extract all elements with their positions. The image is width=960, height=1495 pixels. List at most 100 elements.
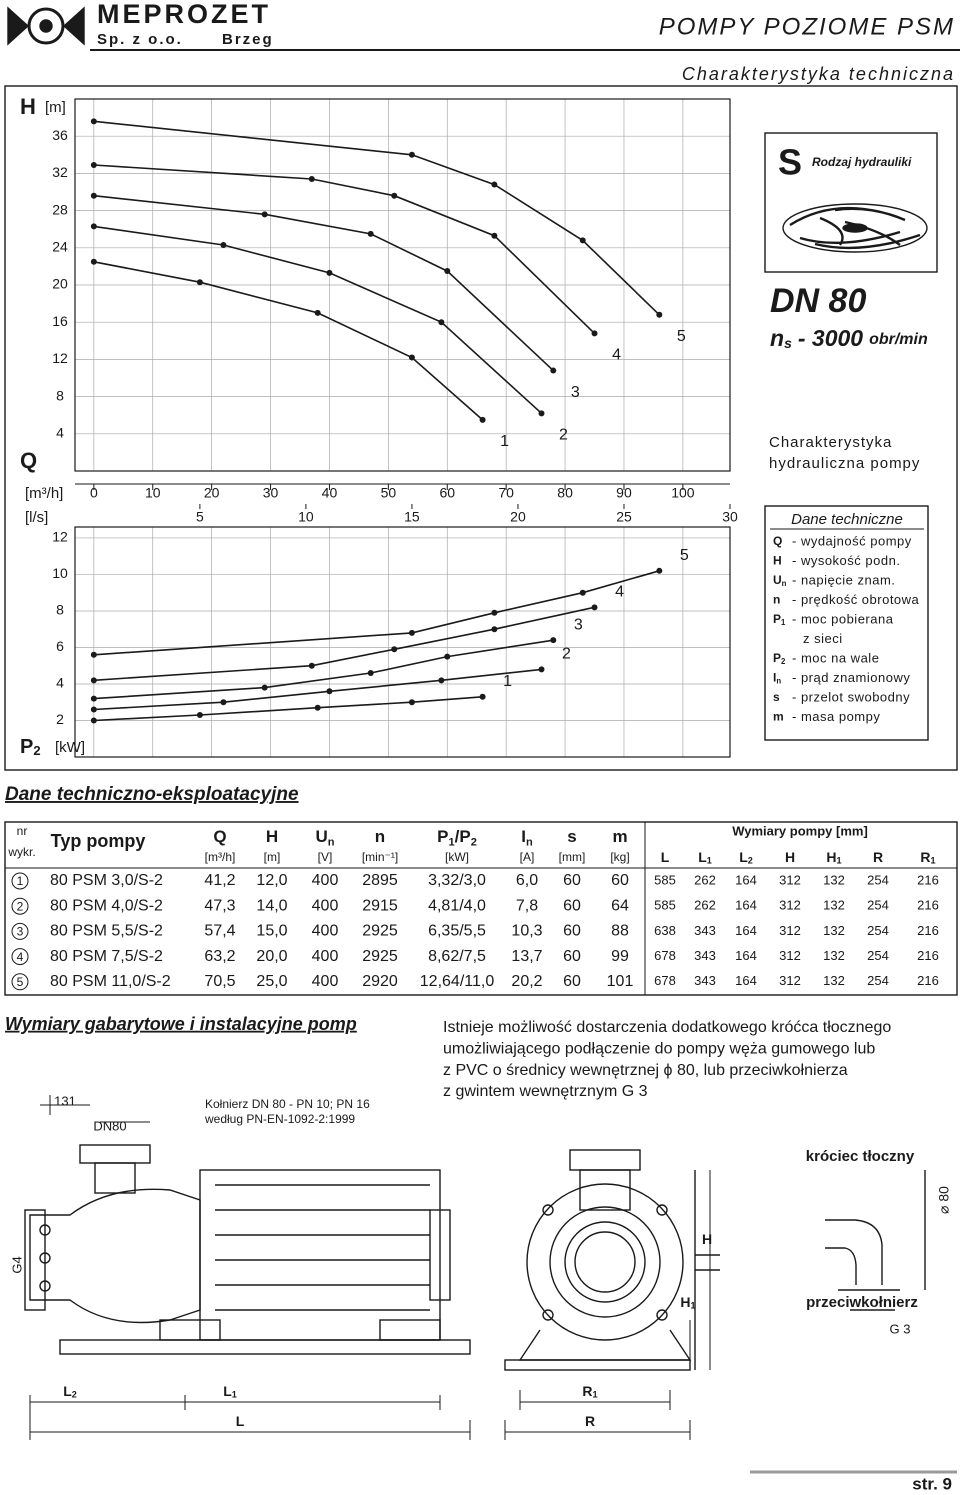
curve-point [408,629,415,636]
symbol: m [612,827,627,846]
symbol-main: R [582,1383,592,1399]
symbol: In [521,827,533,848]
symbol-sub: n [776,677,781,686]
table-cell: 585 [654,898,676,913]
x2-tick-label: 25 [616,509,632,525]
legend-text: - wydajność pompy [792,533,912,548]
series-label: 5 [680,547,689,564]
plot-frame [74,526,731,758]
symbol-main: s [567,827,576,846]
x-axis-unit: [m³/h] [25,485,63,502]
curve-point [491,232,498,239]
table-cell: 2895 [362,872,398,889]
table-cell: 8,62/7,5 [428,948,486,965]
table-cell: 254 [867,948,889,963]
company-line: Sp. z o.o. [97,31,183,48]
table-cell: 60 [563,973,581,990]
symbol-main: /P [455,827,471,846]
curve-point [90,118,97,125]
table-cell: 400 [312,897,339,914]
row-number: 1 [17,874,24,888]
symbol-sub: n [328,836,335,848]
x2-tick-label: 20 [510,509,526,525]
page-subtitle: Charakterystyka techniczna [682,64,955,84]
hydraulics-box [764,132,938,273]
legend-text: - przelot swobodny [792,689,910,704]
x-tick-label: 80 [557,485,573,501]
row-marker [11,897,29,915]
y-axis-label-sub: 2 [33,743,40,758]
table-cell: 216 [917,923,939,938]
x-tick-label: 20 [204,485,220,501]
y-tick-label: 10 [52,565,68,581]
legend-box [764,505,929,741]
table-cell: 41,2 [204,872,235,889]
curve-point [391,646,398,653]
curve-point [408,151,415,158]
table-unit: [kg] [610,850,629,864]
impeller [782,203,928,253]
symbol-sub: 2 [748,856,753,866]
table-unit: [m] [264,850,281,864]
pump-type: 80 PSM 3,0/S-2 [50,872,163,889]
speed: ns - 3000 obr/min [770,325,928,351]
table-cell: 25,0 [256,973,287,990]
symbol-sub: 1 [931,856,936,866]
curve-point [90,223,97,230]
table-cell: 262 [694,872,716,887]
table-cell: 14,0 [256,897,287,914]
symbol-main: L [661,849,670,865]
page-title: POMPY POZIOME PSM [659,13,955,40]
y-axis-unit: [m] [45,99,66,116]
table-cell: 400 [312,973,339,990]
symbol-main: L [63,1383,72,1399]
table-cell: 20,2 [511,973,542,990]
symbol: n [375,827,385,846]
y-tick-label: 8 [56,387,64,403]
symbol-main: P [437,827,448,846]
curve [93,164,596,334]
symbol: Un [315,827,334,848]
series-label: 4 [612,347,621,364]
symbol: L [661,849,670,865]
symbol-main: P [773,612,781,626]
x-tick-label: 60 [439,485,455,501]
curve-point [591,604,598,611]
table-cell: 2925 [362,923,398,940]
x-tick-label: 50 [381,485,397,501]
flange-note: Kołnierz DN 80 - PN 10; PN 16 [205,1097,370,1111]
row-number: 5 [17,975,24,989]
series-label: 2 [562,646,571,663]
symbol-main: n [375,827,385,846]
curve [93,570,660,656]
table-cell: 164 [735,973,757,988]
curve [93,225,543,414]
hydraulics-symbol: S [778,142,802,183]
table-cell: 343 [694,948,716,963]
table-cell: 12,0 [256,872,287,889]
curve [93,639,554,700]
legend-text: - prędkość obrotowa [792,592,920,607]
curve-point [261,684,268,691]
city: Brzeg [222,31,274,48]
symbol-main: Q [773,534,782,548]
table-cell: 638 [654,923,676,938]
symbol-main: H [266,827,278,846]
y-tick-label: 24 [52,239,68,255]
table-cell: 312 [779,973,801,988]
table-cell: 216 [917,948,939,963]
symbol-sub: 2 [781,657,786,666]
legend-text: - moc pobierana [792,611,894,626]
x-axis-label: Q [20,448,37,473]
curve-point [326,688,333,695]
table-cell: 10,3 [511,923,542,940]
table-frame [4,821,958,996]
curve-point [491,626,498,633]
table-cell: 101 [607,973,634,990]
symbol-main: U [773,573,782,587]
curve-point [438,319,445,326]
table-cell: 15,0 [256,923,287,940]
series-label: 3 [571,384,580,401]
table-cell: 312 [779,948,801,963]
